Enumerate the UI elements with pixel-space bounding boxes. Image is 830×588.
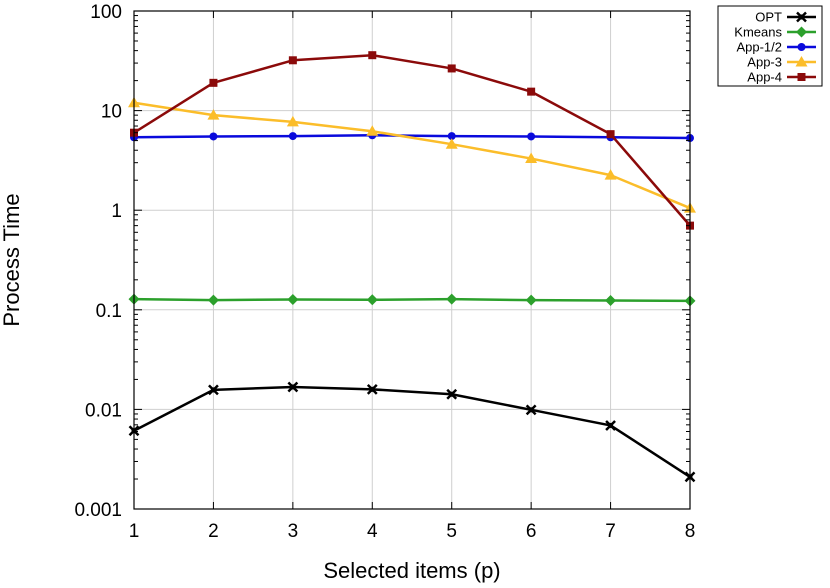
legend-marker: [797, 73, 806, 81]
data-point-kmeans: [287, 293, 299, 305]
x-axis-title: Selected items (p): [323, 558, 500, 583]
data-point-kmeans: [366, 294, 378, 306]
x-tick-label: 5: [446, 521, 457, 542]
data-point-app-4: [527, 87, 536, 96]
marker-center: [369, 386, 375, 392]
series-line-app-3: [133, 101, 691, 210]
y-tick-label: 0.01: [85, 400, 122, 421]
data-point-kmeans: [446, 293, 458, 305]
legend-marker: [796, 11, 807, 23]
y-tick-label: 0.1: [96, 301, 122, 322]
data-point-opt: [366, 383, 378, 395]
series-line-app-4: [133, 53, 691, 227]
series-opt: [128, 381, 696, 483]
x-tick-label: 8: [685, 521, 696, 542]
data-point-app-4: [288, 56, 297, 65]
marker-center: [210, 387, 216, 393]
marker-center: [608, 422, 614, 428]
legend-item-app-4: App-4: [747, 70, 816, 85]
x-tick-label: 3: [288, 521, 299, 542]
legend-label: App-3: [747, 55, 782, 70]
legend-marker: [795, 56, 808, 67]
legend-item-app-3: App-3: [747, 55, 816, 70]
legend-label: Kmeans: [734, 25, 782, 40]
data-point-app-4: [368, 51, 377, 60]
data-point-app-3: [445, 138, 458, 149]
data-point-app-3: [286, 115, 299, 127]
marker-center: [449, 391, 455, 397]
data-point-app-4: [447, 64, 456, 73]
legend-item-opt: OPT: [755, 10, 816, 25]
y-tick-label: 1: [111, 201, 122, 222]
legend-label: App-4: [747, 70, 782, 85]
x-tick-label: 6: [526, 521, 537, 542]
data-point-opt: [287, 381, 299, 393]
legend-item-kmeans: Kmeans: [734, 25, 816, 40]
data-point-kmeans: [207, 294, 219, 306]
plot-frame: [133, 10, 691, 510]
data-point-app-1-2: [447, 132, 456, 141]
marker-center: [290, 384, 296, 390]
legend-marker: [796, 26, 807, 38]
y-axis-title: Process Time: [0, 193, 24, 326]
data-point-app-1-2: [288, 132, 297, 141]
x-tick-label: 7: [605, 521, 616, 542]
series-app-3: [128, 96, 696, 213]
series-line-app-1-2: [133, 134, 691, 140]
data-point-app-3: [604, 169, 617, 180]
data-point-kmeans: [525, 294, 537, 306]
data-point-app-3: [366, 125, 379, 136]
x-tick-label: 1: [129, 521, 140, 542]
legend-marker: [797, 43, 806, 51]
y-tick-label: 10: [101, 102, 122, 123]
data-point-app-4: [209, 78, 218, 87]
data-point-app-1-2: [527, 132, 536, 141]
data-point-app-4: [606, 130, 615, 139]
y-axis-ticks: 0.001 0.01 0.1 1 10 100: [74, 2, 690, 521]
series-kmeans: [128, 293, 696, 307]
series-line-opt: [133, 385, 691, 478]
grid: [134, 11, 690, 509]
data-point-opt: [525, 404, 537, 416]
marker-center: [799, 14, 804, 20]
legend-item-app-1-2: App-1/2: [736, 40, 816, 55]
legend-label: OPT: [755, 10, 782, 25]
x-tick-label: 2: [208, 521, 219, 542]
series-line-kmeans: [133, 297, 691, 303]
data-point-app-3: [525, 152, 538, 164]
y-tick-label: 0.001: [74, 500, 122, 521]
data-point-opt: [208, 384, 219, 396]
data-point-app-1-2: [209, 132, 218, 141]
legend-label: App-1/2: [736, 40, 782, 55]
x-tick-label: 4: [367, 521, 378, 542]
marker-center: [528, 407, 534, 413]
data-point-app-3: [207, 109, 220, 120]
y-tick-label: 100: [90, 2, 122, 23]
data-point-opt: [446, 388, 458, 400]
x-axis-ticks: 1 2 3 4 5 6 7 8: [129, 11, 696, 542]
data-point-opt: [605, 420, 616, 431]
data-point-kmeans: [605, 294, 617, 306]
